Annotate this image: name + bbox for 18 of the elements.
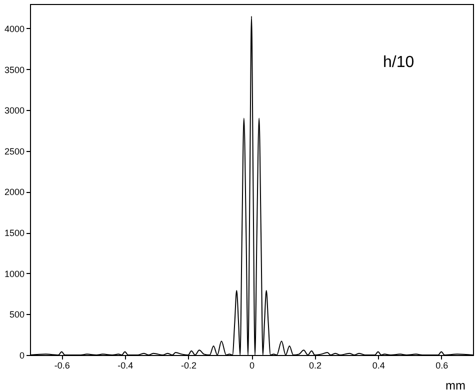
y-tick-label: 2500 xyxy=(4,146,24,156)
y-tick-label: 500 xyxy=(9,310,24,320)
y-tick-label: 2000 xyxy=(4,187,24,198)
y-tick-label: 1000 xyxy=(4,268,24,279)
x-tick-label: 0.4 xyxy=(372,360,385,370)
annotation: h/10 xyxy=(383,54,414,71)
y-tick-label: 3500 xyxy=(4,64,24,75)
x-tick-label: 0.2 xyxy=(309,360,322,370)
x-tick-label: -0.6 xyxy=(54,360,70,370)
y-tick-label: 0 xyxy=(19,350,24,360)
x-tick-label: -0.2 xyxy=(180,360,196,370)
y-tick-label: 3000 xyxy=(4,106,24,116)
x-tick-label: 0 xyxy=(249,360,255,370)
x-tick-label: -0.4 xyxy=(118,360,134,370)
x-tick-label: 0.6 xyxy=(436,360,448,370)
y-tick-label: 1500 xyxy=(4,228,24,238)
y-tick-label: 4000 xyxy=(4,24,24,34)
x-axis-title: mm xyxy=(446,378,466,392)
